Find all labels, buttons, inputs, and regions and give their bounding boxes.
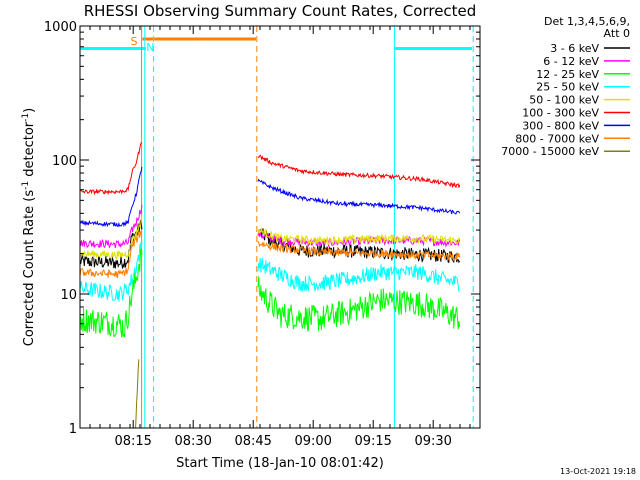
series-line: [257, 228, 461, 246]
legend-entry-label: 800 - 7000 keV: [515, 132, 599, 145]
y-axis-label: Corrected Count Rate (s-1 detector-1): [21, 108, 37, 346]
series-line: [257, 178, 461, 215]
series-3: [80, 241, 460, 302]
x-tick-label: 09:15: [354, 434, 391, 449]
y-axis-label-main: Corrected Count Rate (s: [22, 190, 37, 347]
x-tick-label: 09:30: [414, 434, 451, 449]
series-5: [80, 142, 461, 196]
series-6: [80, 166, 461, 228]
series-line: [80, 142, 143, 196]
y-tick-label: 10: [60, 288, 77, 303]
x-axis-label: Start Time (18-Jan-10 08:01:42): [176, 456, 384, 471]
y-axis-label-mid: detector: [22, 121, 37, 181]
series-lines: [80, 142, 461, 428]
y-axis-label-end: ): [22, 108, 37, 113]
legend-entry-label: 50 - 100 keV: [529, 94, 599, 107]
legend-entry-label: 3 - 6 keV: [550, 42, 599, 55]
footer-timestamp: 13-Oct-2021 19:18: [560, 467, 636, 476]
series-line: [80, 241, 143, 338]
series-line: [257, 240, 461, 262]
x-tick-label: 08:45: [234, 434, 271, 449]
legend-entry-label: 12 - 25 keV: [536, 68, 599, 81]
series-line: [257, 257, 460, 292]
series-line: [135, 359, 140, 428]
y-tick-label: 100: [52, 154, 77, 169]
series-4: [80, 216, 461, 261]
series-2: [80, 241, 461, 338]
series-line: [80, 220, 143, 269]
series-line: [257, 154, 461, 189]
legend-header-line1: Det 1,3,4,5,6,9,: [544, 15, 630, 28]
series-line: [257, 276, 461, 332]
legend-entry-label: 25 - 50 keV: [536, 81, 599, 94]
x-tick-label: 09:00: [294, 434, 331, 449]
y-axis-label-sup2: -1: [21, 113, 31, 122]
chart-title: RHESSI Observing Summary Count Rates, Co…: [84, 2, 477, 20]
series-line: [80, 216, 143, 261]
y-tick-label: 1000: [44, 20, 77, 35]
series-line: [80, 204, 143, 249]
legend-entry-label: 6 - 12 keV: [543, 55, 599, 68]
y-axis-label-sup1: -1: [21, 181, 31, 190]
legend-entry-label: 100 - 300 keV: [522, 107, 599, 120]
axis-ticks: 08:15 08:30 08:45 09:00 09:15 09:30 1 10 100 1000: [44, 20, 481, 449]
y-tick-label: 1: [69, 422, 77, 437]
legend-header-line2: Att 0: [604, 27, 630, 40]
series-7: [80, 231, 461, 279]
series-line: [80, 231, 143, 279]
legend-entry-label: 7000 - 15000 keV: [501, 145, 599, 158]
series-line: [80, 241, 143, 302]
series-8: [135, 359, 140, 428]
annotation-s: S: [131, 35, 138, 48]
series-line: [80, 166, 143, 228]
x-tick-label: 08:30: [174, 434, 211, 449]
annotation-n: N: [146, 41, 154, 54]
legend-entry-label: 300 - 800 keV: [522, 119, 599, 132]
x-tick-label: 08:15: [114, 434, 151, 449]
time-interval-bars: [80, 37, 472, 50]
